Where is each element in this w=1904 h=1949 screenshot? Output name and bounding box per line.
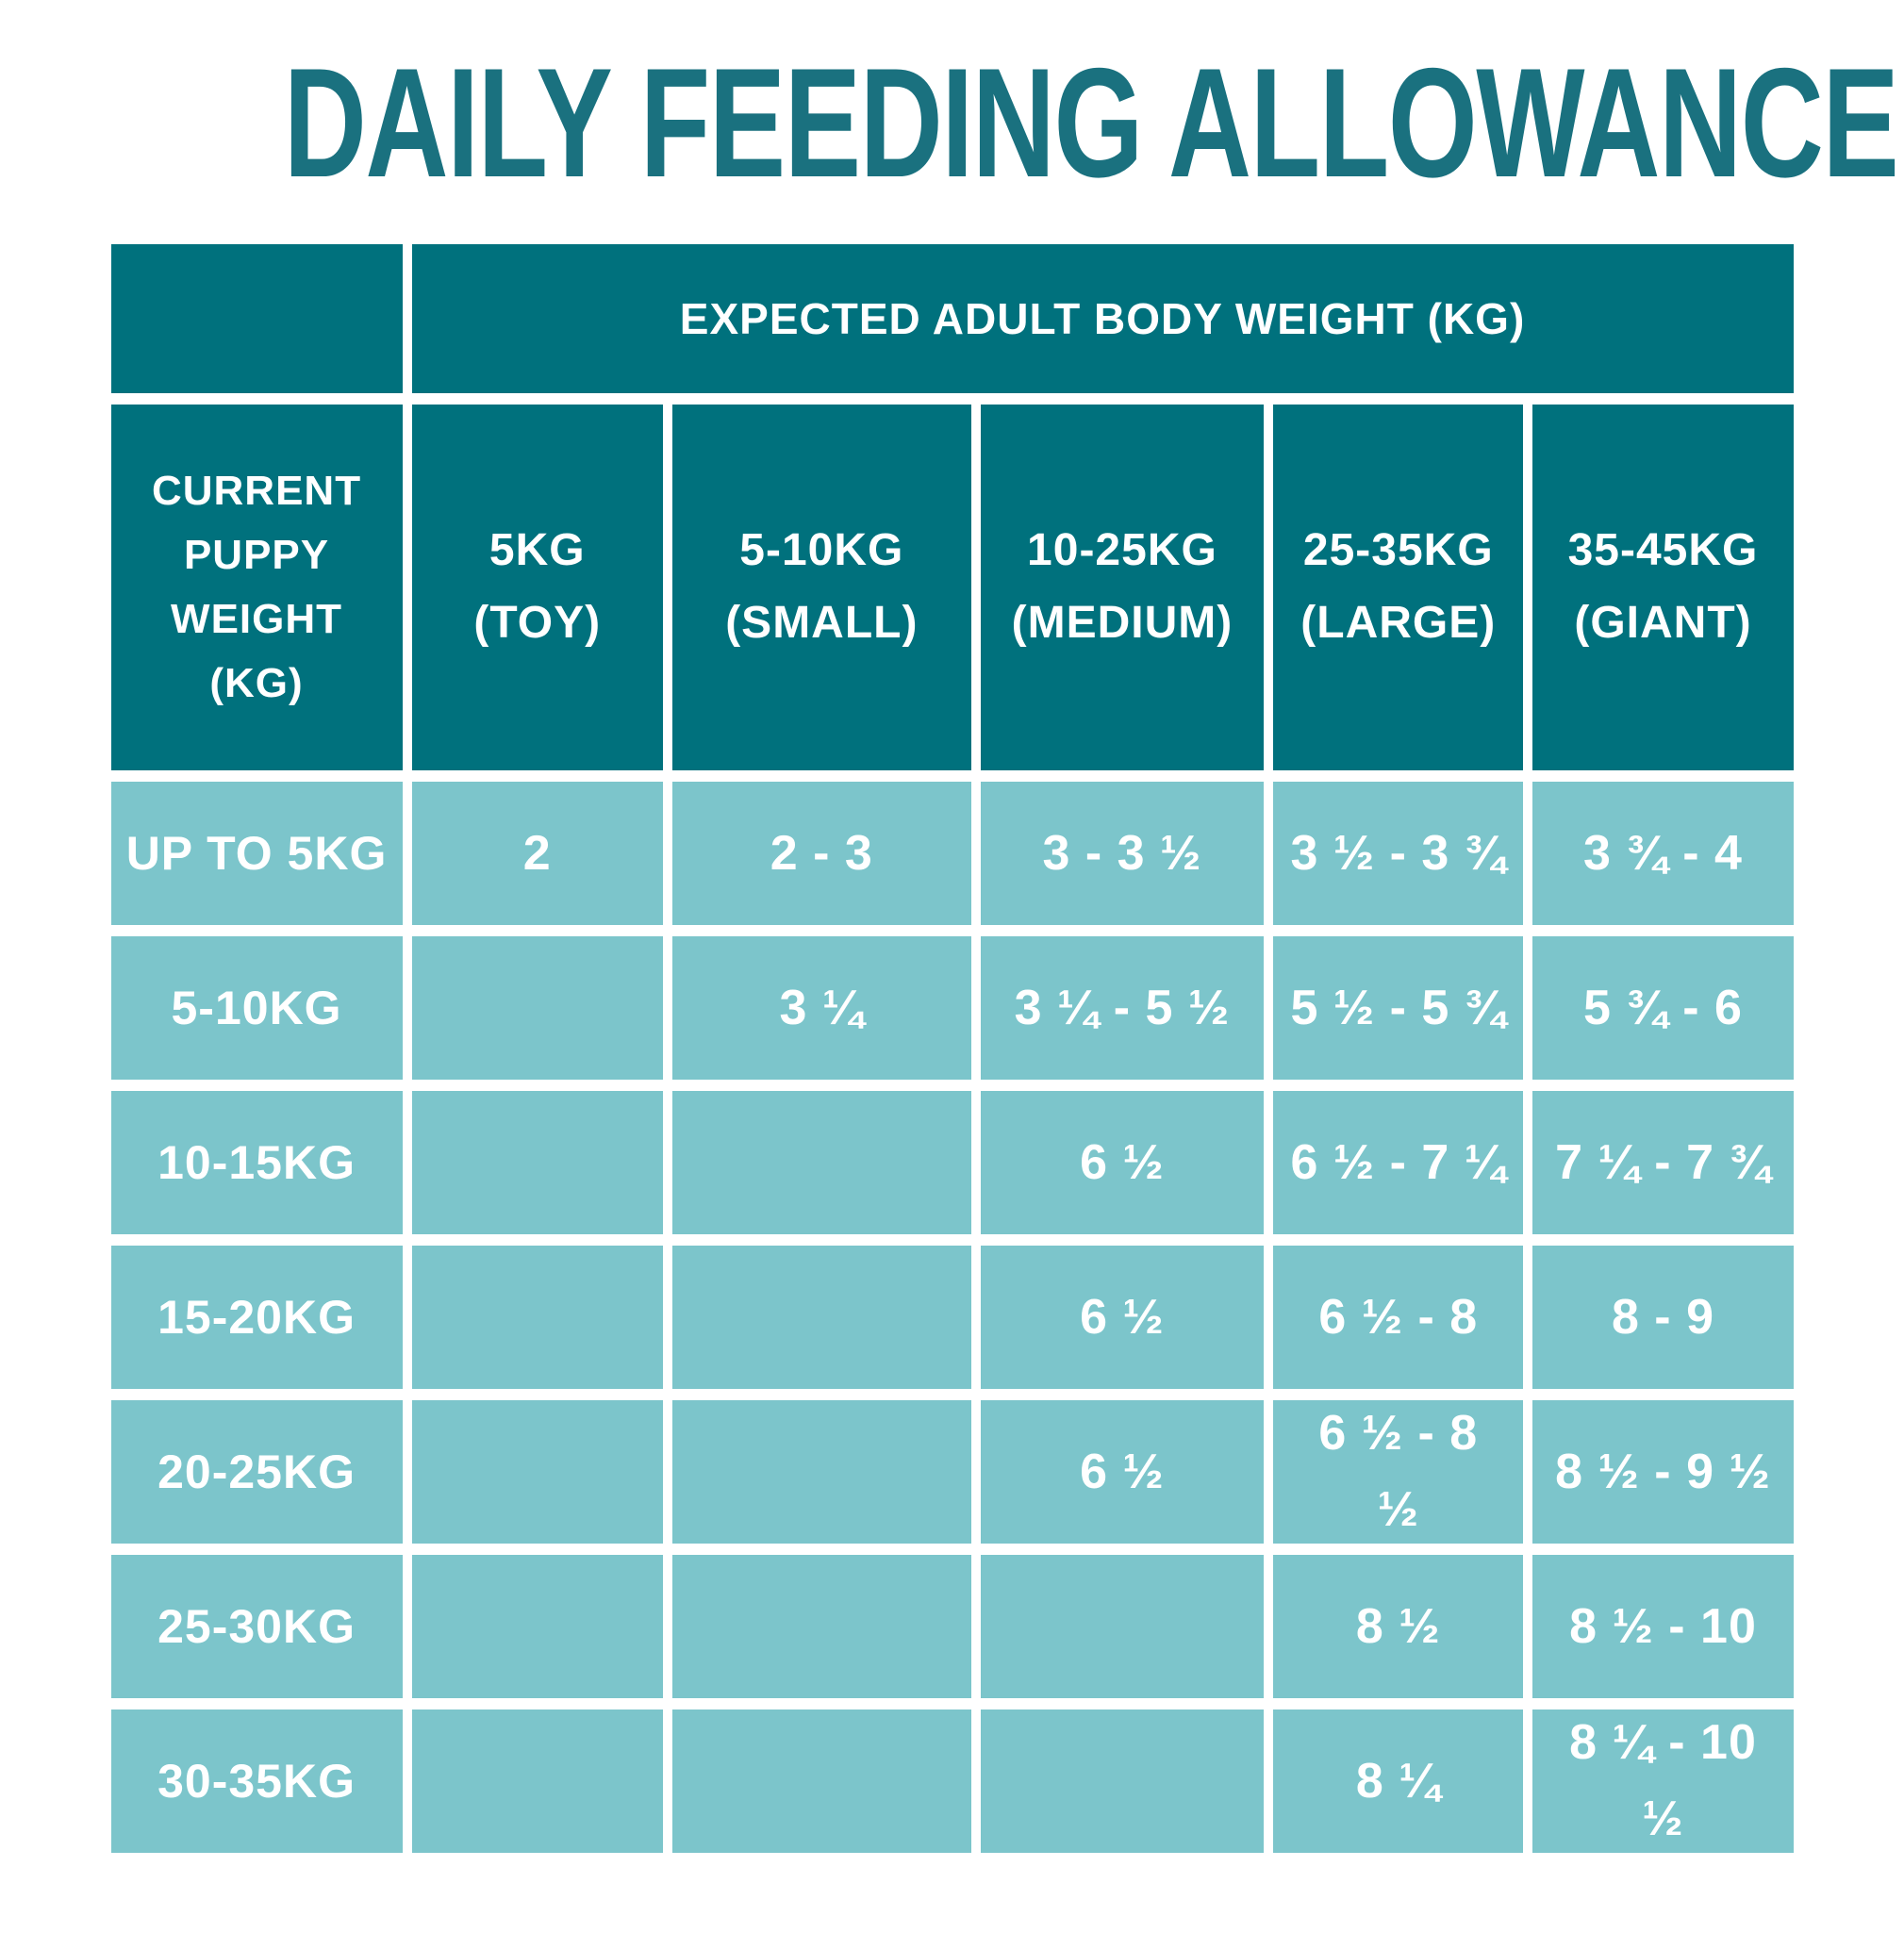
cell-r6-large: 8 ½ bbox=[1273, 1555, 1524, 1698]
column-header-toy-size: (TOY) bbox=[473, 598, 602, 648]
column-header-toy: 5KG (TOY) bbox=[411, 405, 663, 770]
column-header-large: 25-35KG (LARGE) bbox=[1273, 405, 1524, 770]
cell-r4-toy bbox=[411, 1246, 663, 1389]
row-label-5-10kg: 5-10KG bbox=[110, 936, 403, 1080]
column-header-large-size: (LARGE) bbox=[1300, 598, 1497, 648]
row-group-header-current-puppy-weight: CURRENT PUPPY WEIGHT (KG) bbox=[110, 405, 403, 770]
cell-r7-toy bbox=[411, 1710, 663, 1853]
cell-r1-toy: 2 bbox=[411, 782, 663, 925]
cell-r5-large: 6 ½ - 8 ½ bbox=[1273, 1400, 1524, 1544]
cell-r4-medium: 6 ½ bbox=[980, 1246, 1265, 1389]
cell-r2-toy bbox=[411, 936, 663, 1080]
cell-r6-toy bbox=[411, 1555, 663, 1698]
column-header-small-range: 5-10KG bbox=[739, 525, 904, 576]
cell-r5-toy bbox=[411, 1400, 663, 1544]
cell-r1-medium: 3 - 3 ½ bbox=[980, 782, 1265, 925]
cell-r6-medium bbox=[980, 1555, 1265, 1698]
column-header-small-size: (SMALL) bbox=[725, 598, 919, 648]
cell-r4-large: 6 ½ - 8 bbox=[1273, 1246, 1524, 1389]
cell-r7-large: 8 ¼ bbox=[1273, 1710, 1524, 1853]
cell-r1-giant: 3 ¾ - 4 bbox=[1532, 782, 1794, 925]
cell-r3-large: 6 ½ - 7 ¼ bbox=[1273, 1091, 1524, 1234]
column-header-giant-range: 35-45KG bbox=[1567, 525, 1759, 576]
cell-r3-giant: 7 ¼ - 7 ¾ bbox=[1532, 1091, 1794, 1234]
cell-r5-small bbox=[671, 1400, 971, 1544]
cell-r2-small: 3 ¼ bbox=[671, 936, 971, 1080]
feeding-allowance-table: EXPECTED ADULT BODY WEIGHT (KG) CURRENT … bbox=[110, 244, 1794, 1853]
cell-r5-medium: 6 ½ bbox=[980, 1400, 1265, 1544]
cell-r3-small bbox=[671, 1091, 971, 1234]
column-header-medium-size: (MEDIUM) bbox=[1011, 598, 1233, 648]
row-label-25-30kg: 25-30KG bbox=[110, 1555, 403, 1698]
row-label-20-25kg: 20-25KG bbox=[110, 1400, 403, 1544]
page-title-text: DAILY FEEDING ALLOWANCE bbox=[283, 36, 1899, 209]
cell-r4-small bbox=[671, 1246, 971, 1389]
page-title: DAILY FEEDING ALLOWANCE bbox=[0, 45, 1904, 201]
cell-r2-giant: 5 ¾ - 6 bbox=[1532, 936, 1794, 1080]
column-header-giant-size: (GIANT) bbox=[1574, 598, 1752, 648]
row-label-15-20kg: 15-20KG bbox=[110, 1246, 403, 1389]
cell-r1-large: 3 ½ - 3 ¾ bbox=[1273, 782, 1524, 925]
column-header-medium: 10-25KG (MEDIUM) bbox=[980, 405, 1265, 770]
column-header-medium-range: 10-25KG bbox=[1027, 525, 1217, 576]
cell-r2-large: 5 ½ - 5 ¾ bbox=[1273, 936, 1524, 1080]
cell-r3-medium: 6 ½ bbox=[980, 1091, 1265, 1234]
cell-r4-giant: 8 - 9 bbox=[1532, 1246, 1794, 1389]
column-header-large-range: 25-35KG bbox=[1302, 525, 1494, 576]
cell-r6-giant: 8 ½ - 10 bbox=[1532, 1555, 1794, 1698]
cell-r7-giant: 8 ¼ - 10 ½ bbox=[1532, 1710, 1794, 1853]
cell-r6-small bbox=[671, 1555, 971, 1698]
cell-r1-small: 2 - 3 bbox=[671, 782, 971, 925]
cell-r5-giant: 8 ½ - 9 ½ bbox=[1532, 1400, 1794, 1544]
cell-r3-toy bbox=[411, 1091, 663, 1234]
column-header-small: 5-10KG (SMALL) bbox=[671, 405, 971, 770]
cell-r7-small bbox=[671, 1710, 971, 1853]
row-label-30-35kg: 30-35KG bbox=[110, 1710, 403, 1853]
cell-r2-medium: 3 ¼ - 5 ½ bbox=[980, 936, 1265, 1080]
column-header-toy-range: 5KG bbox=[488, 525, 586, 576]
row-label-10-15kg: 10-15KG bbox=[110, 1091, 403, 1234]
cell-r7-medium bbox=[980, 1710, 1265, 1853]
group-header-expected-adult-body-weight: EXPECTED ADULT BODY WEIGHT (KG) bbox=[411, 244, 1794, 393]
corner-spacer-cell bbox=[110, 244, 403, 393]
column-header-giant: 35-45KG (GIANT) bbox=[1532, 405, 1794, 770]
row-label-up-to-5kg: UP TO 5KG bbox=[110, 782, 403, 925]
